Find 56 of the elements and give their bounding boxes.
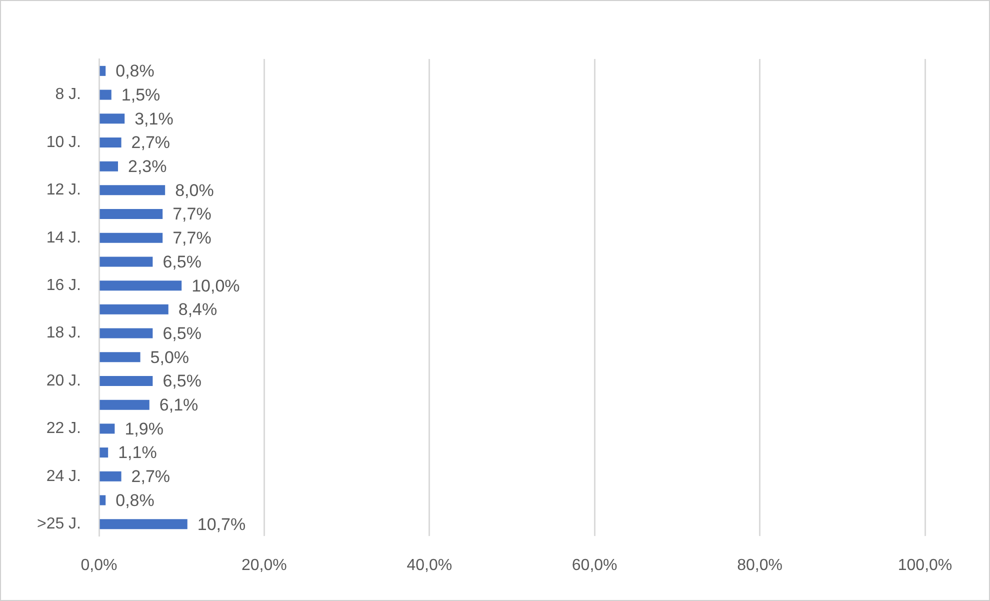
bar: [100, 256, 153, 267]
y-tick-label: 16 J.: [46, 276, 81, 294]
data-label: 5,0%: [150, 348, 190, 367]
bar: [100, 66, 106, 76]
data-label: 6,5%: [162, 252, 202, 272]
data-label: 10,0%: [192, 276, 240, 296]
y-tick-label: >25 J.: [36, 515, 81, 532]
data-label: 1,5%: [121, 85, 160, 104]
bar: [100, 161, 118, 172]
y-tick-label: 24 J.: [46, 468, 81, 485]
bar: [100, 280, 182, 291]
y-tick-label: 18 J.: [46, 324, 81, 342]
data-label: 1,9%: [124, 419, 164, 438]
data-label: 6,5%: [162, 372, 202, 391]
bar: [100, 376, 153, 386]
bar: [100, 424, 115, 434]
bar: [100, 448, 108, 458]
y-tick-label: 22 J.: [46, 420, 81, 438]
bar: [100, 114, 125, 124]
bar: [100, 185, 166, 196]
data-label: 0,8%: [116, 490, 154, 510]
bar: [100, 90, 112, 100]
bar: [100, 137, 122, 148]
data-label: 7,7%: [172, 204, 212, 224]
y-tick-label: 10 J.: [46, 134, 81, 151]
y-tick-label: 8 J.: [55, 86, 81, 104]
y-tick-label: 20 J.: [46, 372, 81, 390]
data-label: 1,1%: [118, 443, 157, 462]
data-label: 0,8%: [116, 62, 154, 81]
data-label: 2,3%: [128, 157, 167, 176]
bar: [100, 352, 140, 362]
data-label: 6,1%: [159, 396, 198, 415]
x-tick-label: 100,0%: [898, 557, 952, 574]
data-label: 2,7%: [131, 467, 170, 486]
bar: [100, 328, 153, 338]
bar: [100, 232, 163, 243]
data-label: 7,7%: [172, 228, 212, 248]
x-tick-label: 40,0%: [406, 557, 452, 574]
data-label: 3,1%: [134, 109, 174, 128]
bar: [100, 304, 168, 314]
data-label: 8,0%: [175, 180, 214, 200]
x-tick-label: 0,0%: [80, 557, 118, 574]
bar: [100, 400, 150, 410]
x-tick-label: 60,0%: [572, 557, 618, 574]
bar: [100, 209, 163, 220]
y-tick-label: 12 J.: [46, 182, 81, 199]
data-label: 6,5%: [162, 324, 202, 343]
y-tick-label: 14 J.: [46, 229, 81, 246]
bar: [100, 519, 188, 530]
x-tick-label: 80,0%: [737, 557, 782, 574]
bar: [100, 471, 122, 482]
data-label: 8,4%: [178, 300, 218, 320]
x-tick-label: 20,0%: [242, 557, 287, 574]
data-label: 2,7%: [131, 133, 170, 152]
bar: [100, 495, 106, 506]
data-label: 10,7%: [197, 514, 246, 534]
